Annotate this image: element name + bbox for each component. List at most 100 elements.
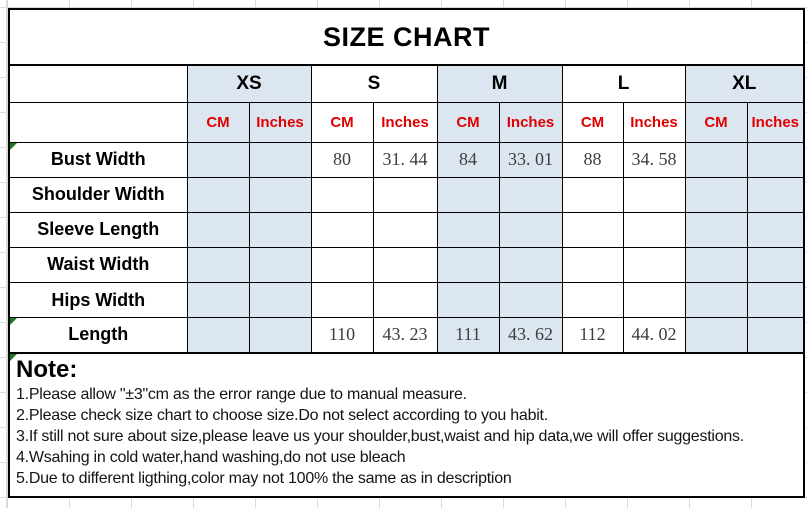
value-cell <box>498 176 563 213</box>
note-line-5: 5.Due to different ligthing,color may no… <box>16 469 512 487</box>
unit-header-inches: Inches <box>372 101 438 143</box>
value-cell <box>248 211 312 248</box>
value-cell <box>248 246 312 284</box>
corner-marker-icon <box>10 143 17 150</box>
page-title: SIZE CHART <box>8 8 805 67</box>
value-cell <box>746 176 805 213</box>
table-row-shoulder-width: Shoulder Width <box>8 176 805 213</box>
corner-marker-icon <box>10 354 17 361</box>
value-cell <box>684 281 748 319</box>
value-cell <box>436 211 500 248</box>
row-label-waist-width: Waist Width <box>8 246 188 284</box>
value-cell: 33. 01 <box>498 141 563 178</box>
value-cell: 84 <box>436 141 500 178</box>
value-cell: 110 <box>310 317 374 354</box>
blank-corner-cell <box>8 101 188 143</box>
table-row-sleeve-length: Sleeve Length <box>8 211 805 248</box>
unit-header-inches: Inches <box>498 101 563 143</box>
unit-header-inches: Inches <box>622 101 686 143</box>
value-cell <box>186 317 250 354</box>
row-label-sleeve-length: Sleeve Length <box>8 211 188 248</box>
value-cell <box>622 246 686 284</box>
value-cell: 111 <box>436 317 500 354</box>
value-cell <box>746 246 805 284</box>
value-cell <box>684 141 748 178</box>
value-cell <box>310 176 374 213</box>
value-cell <box>436 176 500 213</box>
value-cell: 88 <box>561 141 624 178</box>
value-cell <box>372 176 438 213</box>
value-cell <box>498 211 563 248</box>
value-cell <box>186 211 250 248</box>
note-row: Note: 1.Please allow "±3"cm as the error… <box>8 351 805 498</box>
value-cell <box>498 246 563 284</box>
size-header-xs: XS <box>186 64 312 103</box>
value-cell <box>746 281 805 319</box>
note-heading: Note: <box>16 355 78 383</box>
value-cell <box>248 317 312 354</box>
note-cell: Note: 1.Please allow "±3"cm as the error… <box>8 351 805 498</box>
value-cell: 34. 58 <box>622 141 686 178</box>
value-cell <box>248 141 312 178</box>
table-row-bust-width: Bust Width 80 31. 44 84 33. 01 88 34. 58 <box>8 141 805 178</box>
row-label-shoulder-width: Shoulder Width <box>8 176 188 213</box>
unit-header-cm: CM <box>310 101 374 143</box>
size-chart-table: SIZE CHART XS S M L XL CM Inches CM Inch… <box>8 8 806 498</box>
unit-header-inches: Inches <box>248 101 312 143</box>
table-row-length: Length 110 43. 23 111 43. 62 112 44. 02 <box>8 317 805 354</box>
table-row-hips-width: Hips Width <box>8 281 805 319</box>
note-line-2: 2.Please check size chart to choose size… <box>16 406 548 424</box>
note-line-4: 4.Wsahing in cold water,hand washing,do … <box>16 448 406 466</box>
unit-header-row: CM Inches CM Inches CM Inches CM Inches … <box>8 101 805 143</box>
value-cell <box>746 211 805 248</box>
row-label-bust-width: Bust Width <box>8 141 188 178</box>
value-cell <box>372 211 438 248</box>
value-cell <box>622 176 686 213</box>
value-cell <box>684 246 748 284</box>
value-cell: 43. 23 <box>372 317 438 354</box>
value-cell <box>248 176 312 213</box>
value-cell <box>310 211 374 248</box>
row-label-text: Length <box>68 324 129 345</box>
value-cell <box>684 211 748 248</box>
value-cell <box>561 176 624 213</box>
unit-header-cm: CM <box>186 101 250 143</box>
row-label-text: Bust Width <box>50 149 146 170</box>
note-line-3: 3.If still not sure about size,please le… <box>16 427 744 445</box>
value-cell <box>622 211 686 248</box>
value-cell <box>561 211 624 248</box>
value-cell <box>186 176 250 213</box>
value-cell: 80 <box>310 141 374 178</box>
value-cell <box>561 281 624 319</box>
value-cell <box>436 281 500 319</box>
value-cell: 31. 44 <box>372 141 438 178</box>
corner-marker-icon <box>10 318 17 326</box>
value-cell: 44. 02 <box>622 317 686 354</box>
value-cell <box>186 281 250 319</box>
size-header-s: S <box>310 64 438 103</box>
blank-corner-cell <box>8 64 188 103</box>
value-cell <box>186 246 250 284</box>
size-header-m: M <box>436 64 563 103</box>
value-cell <box>622 281 686 319</box>
row-label-length: Length <box>8 317 188 354</box>
table-row-waist-width: Waist Width <box>8 246 805 284</box>
value-cell <box>310 246 374 284</box>
note-line-1: 1.Please allow "±3"cm as the error range… <box>16 385 467 403</box>
value-cell: 112 <box>561 317 624 354</box>
value-cell: 43. 62 <box>498 317 563 354</box>
size-header-row: XS S M L XL <box>8 64 805 103</box>
size-header-l: L <box>561 64 686 103</box>
unit-header-cm: CM <box>561 101 624 143</box>
value-cell <box>372 281 438 319</box>
value-cell <box>372 246 438 284</box>
value-cell <box>186 141 250 178</box>
value-cell <box>248 281 312 319</box>
value-cell <box>746 141 805 178</box>
unit-header-cm: CM <box>684 101 748 143</box>
unit-header-inches: Inches <box>746 101 805 143</box>
row-label-hips-width: Hips Width <box>8 281 188 319</box>
title-row: SIZE CHART <box>8 8 805 67</box>
value-cell <box>684 317 748 354</box>
